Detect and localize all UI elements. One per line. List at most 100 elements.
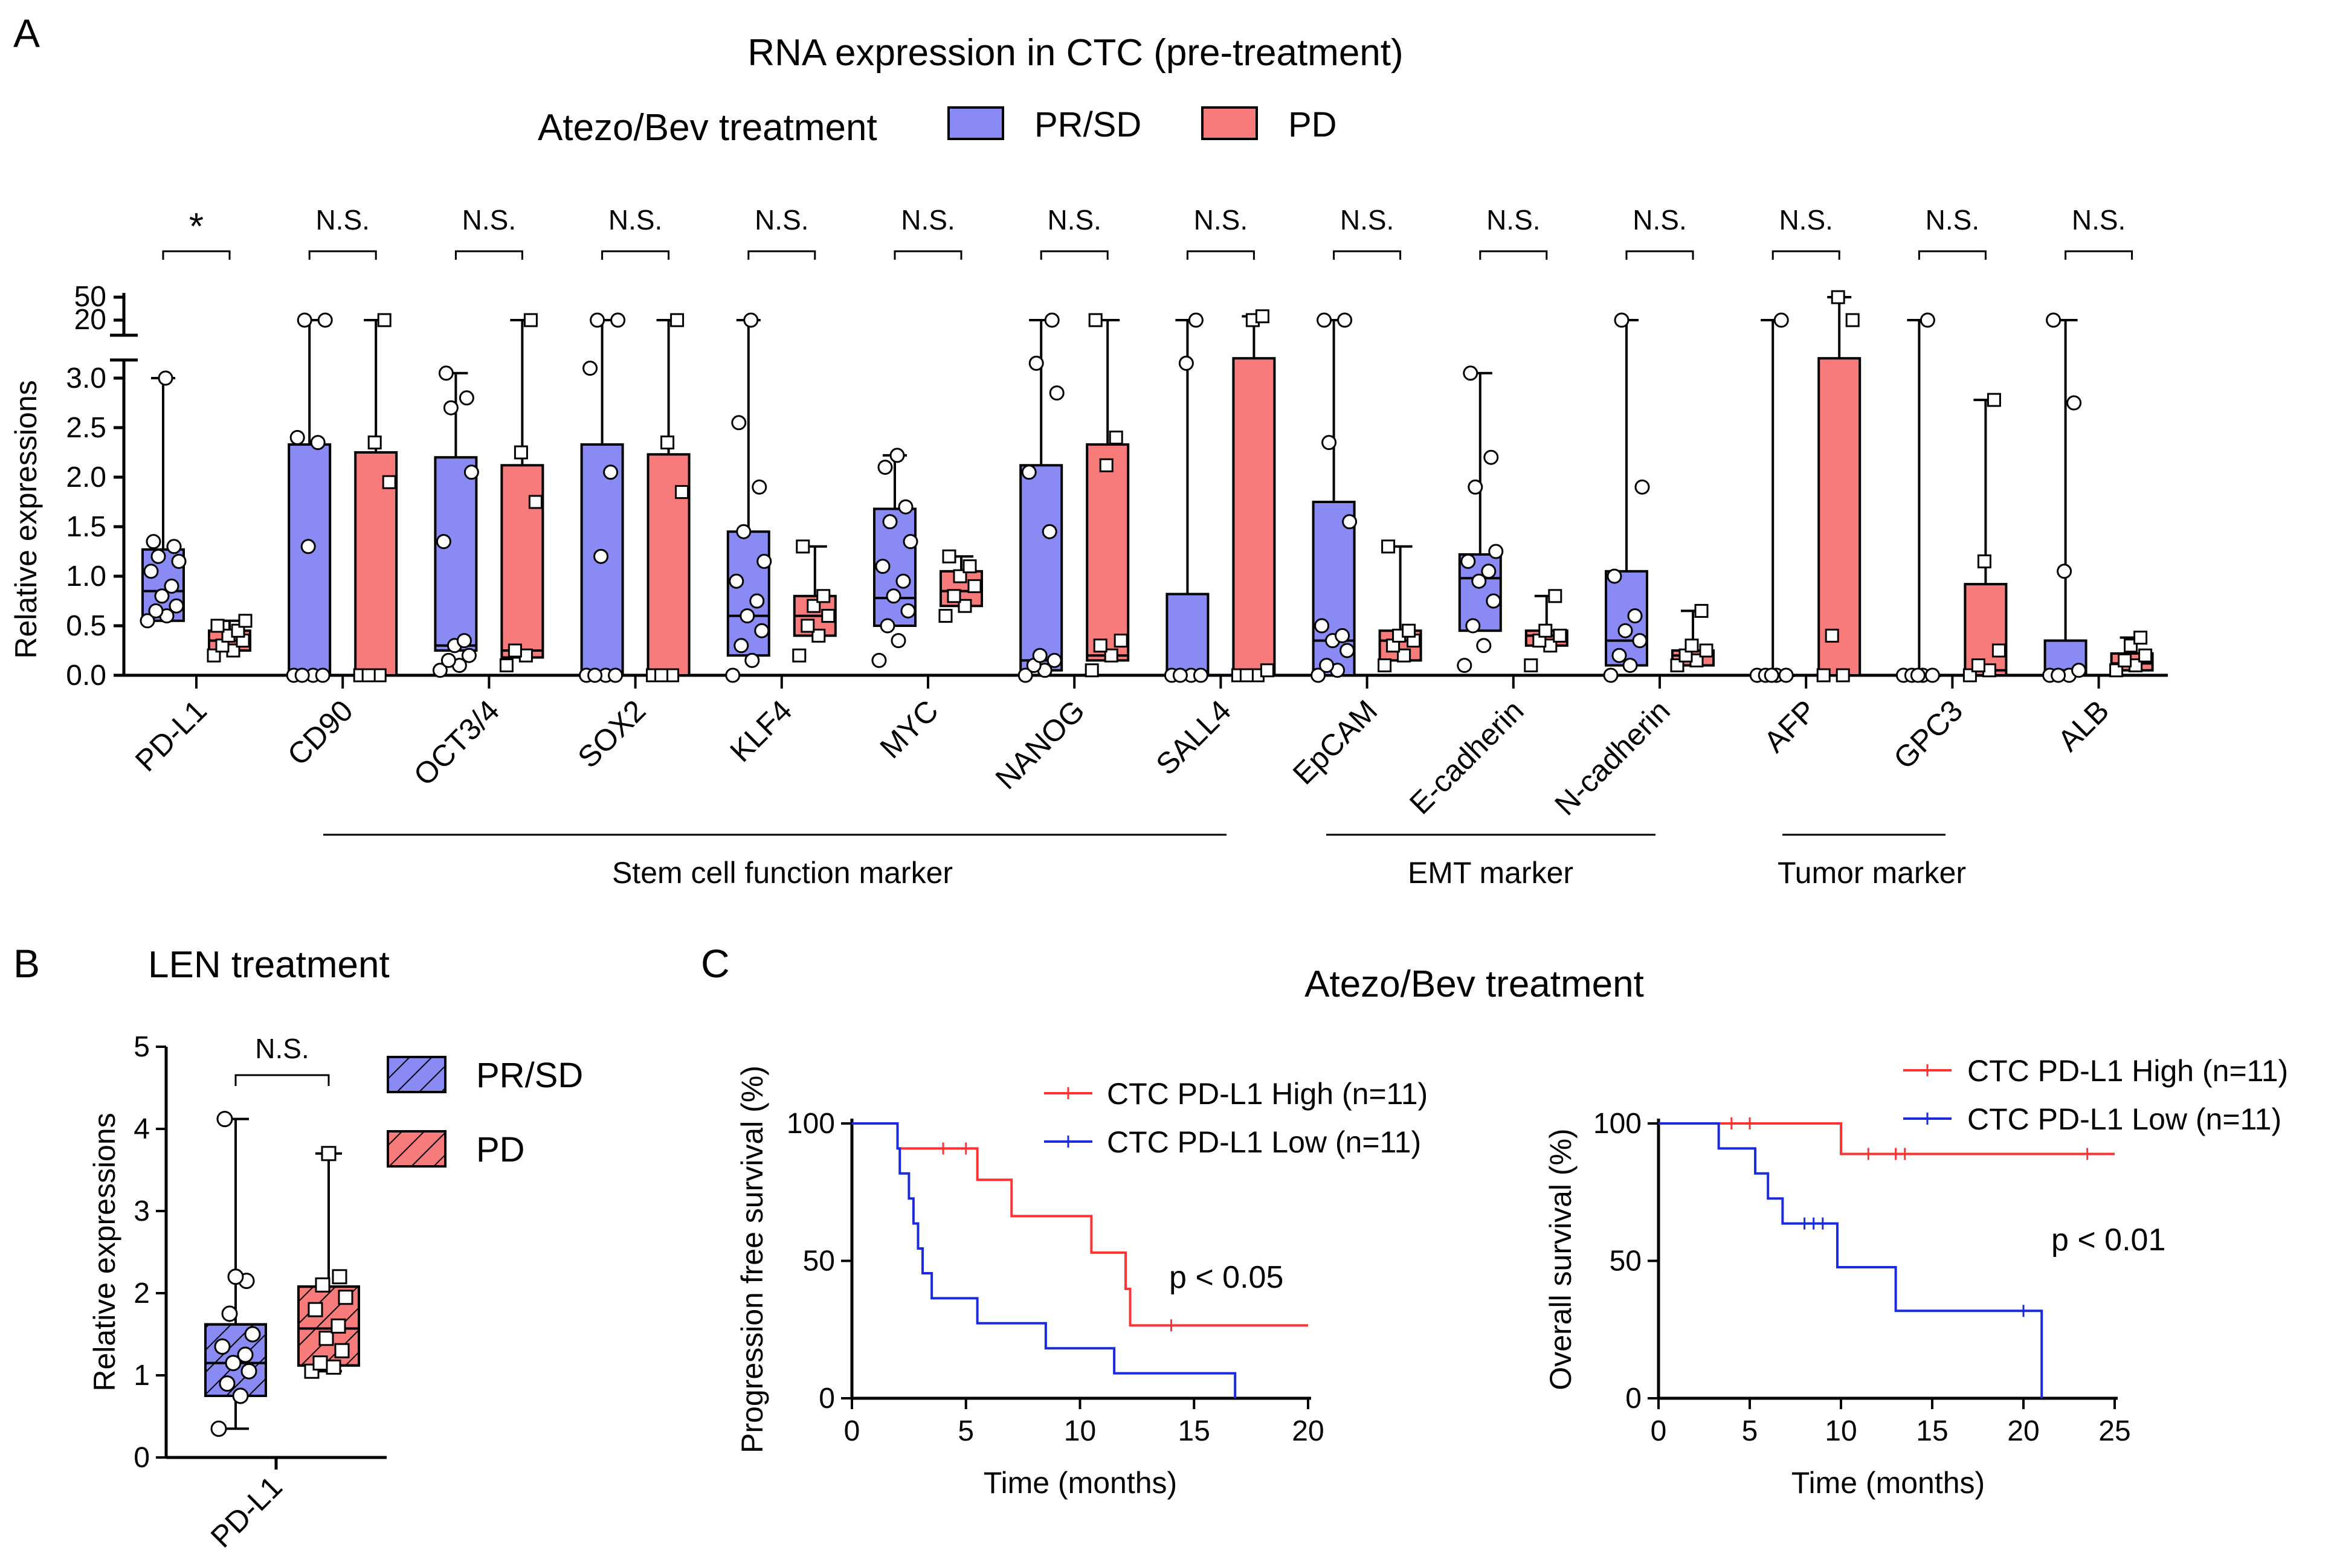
b-point-pr [219,1375,236,1392]
km-left-y-label: Progression free survival (%) [735,1065,769,1453]
panel-b-plot-area: N.S. [204,1033,360,1437]
b-point-pr [237,1346,254,1363]
group-label-emt: EMT marker [1408,856,1573,890]
significance-bracket [1479,250,1548,260]
panel-b-y-ticks: 0 1 2 3 4 5 [134,1031,166,1474]
point-pd [499,658,514,673]
b-point-pd [326,1359,341,1375]
point-pr [1611,647,1627,663]
point-pd [1255,309,1269,324]
km-right-ticks: 0 5 10 15 20 25 0 50 100 [1593,1108,2131,1447]
point-pd [1684,638,1699,653]
point-pd [508,643,522,658]
significance-label: N.S. [1194,204,1248,236]
b-ytick-label: 1 [134,1360,150,1392]
point-pr [1910,667,1926,683]
point-pd [654,668,669,683]
box-pd-OCT3/4 [500,464,544,659]
b-ytick-label: 5 [134,1031,150,1063]
point-pd [811,628,826,643]
point-pd [1104,648,1118,663]
point-pr [1172,667,1188,683]
point-pr [154,588,170,604]
point-pr [300,539,316,554]
km-right-legend-low: CTC PD-L1 Low (n=11) [1967,1102,2281,1136]
point-pr [1486,593,1501,609]
km-left-plot-area [852,1122,1308,1398]
b-point-pd [321,1146,337,1162]
box-pr-OCT3/4 [434,456,478,652]
point-pr [1044,312,1060,328]
point-pr [2057,564,2072,579]
box-pr-CD90 [288,443,332,676]
point-pr [1021,464,1037,480]
point-pr [877,460,893,475]
category-label: AFP [1758,693,1823,759]
category-label: GPC3 [1887,693,1969,776]
point-pr [882,514,898,530]
significance-label: N.S. [1340,204,1394,236]
significance-bracket [601,250,670,260]
point-pd [1977,554,1991,568]
point-pr [1319,658,1335,673]
point-pr [903,534,918,550]
point-pr [593,548,609,564]
point-pr [1193,667,1208,683]
point-pr [590,312,605,328]
km-xtick-label: 0 [1651,1415,1667,1447]
km-curve-high [852,1122,1308,1327]
point-pr [582,361,598,376]
significance-label: N.S. [462,204,516,236]
panel-a-plot-area: * PD-L1 N.S. CD90 N.S. OCT3/4 N.S. SOX2 N.S. KLF4… [129,204,2154,822]
box-pr-SALL4 [1165,593,1210,677]
point-pd [967,579,982,593]
point-pr [1920,312,1935,328]
group-label-stem-cell: Stem cell function marker [612,856,953,890]
point-pr [1773,312,1789,328]
b-point-pd [334,1343,350,1358]
point-pr [880,618,895,634]
box-pd-CD90 [354,451,398,676]
a-ytick-label: 0.0 [66,660,106,692]
significance-bracket [894,250,962,260]
km-left-x-label: Time (months) [984,1466,1177,1500]
point-pr [1764,667,1779,683]
point-pd [958,599,972,613]
significance-label: * [189,206,204,248]
legend-label-pr-sd: PR/SD [1034,105,1141,144]
point-pd [1378,658,1392,673]
point-pr [900,603,916,619]
point-pd [361,668,376,683]
b-significance-label: N.S. [255,1033,309,1064]
point-pd [1109,430,1123,445]
point-pr [169,598,184,614]
point-pr [1335,628,1350,643]
km-ytick-label: 50 [803,1245,835,1277]
point-pd [1088,313,1103,327]
point-pd [1093,638,1107,653]
point-pd [382,475,396,489]
point-pr [1617,623,1633,638]
point-pr [317,312,333,328]
point-pr [459,390,474,406]
category-label: EpCAM [1286,693,1384,791]
point-pr [150,548,166,564]
point-pr [608,667,624,683]
point-pd [1085,663,1099,678]
panel-b-category-label: PD-L1 [204,1470,289,1554]
point-pr [1483,449,1499,465]
significance-label: N.S. [901,204,955,236]
point-pd [514,445,528,460]
b-point-pr [244,1326,261,1343]
panel-b: B LEN treatment 0 1 2 3 4 5 Relative expressi… [13,941,583,1554]
point-pr [1614,312,1630,328]
significance-label: N.S. [608,204,662,236]
b-point-pd [318,1331,334,1346]
significance-label: N.S. [1779,204,1833,236]
point-pr [1321,435,1337,451]
km-ytick-label: 0 [1625,1383,1642,1415]
point-pr [2051,667,2066,683]
point-pr [1634,479,1650,495]
point-pr [158,370,173,386]
km-xtick-label: 10 [1064,1415,1096,1447]
